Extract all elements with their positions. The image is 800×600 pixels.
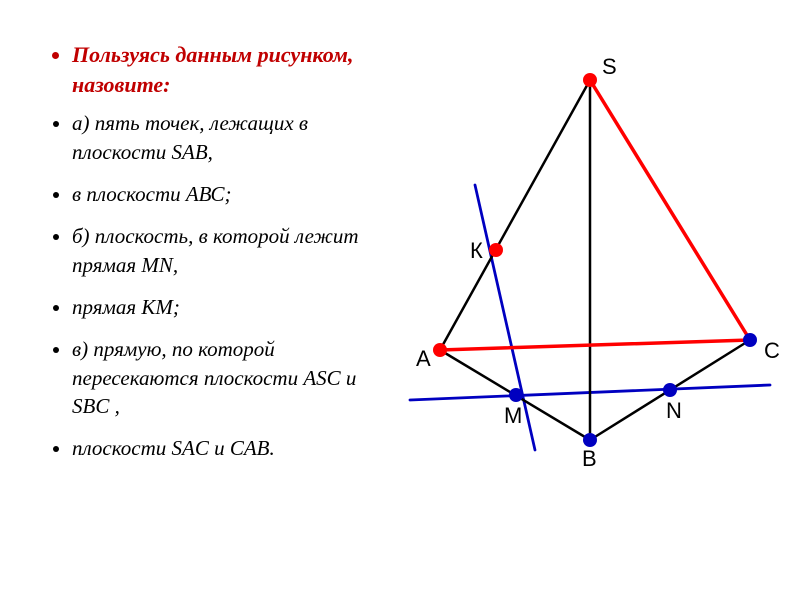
task-item-b2: прямая КМ; <box>72 293 370 321</box>
task-item-b1: б) плоскость, в которой лежит прямая MN, <box>72 222 370 279</box>
task-item-a2: в плоскости АВС; <box>72 180 370 208</box>
svg-text:A: A <box>416 346 431 371</box>
svg-text:К: К <box>470 238 483 263</box>
svg-text:M: M <box>504 403 522 428</box>
task-item-a1: а) пять точек, лежащих в плоскости SAB, <box>72 109 370 166</box>
svg-text:S: S <box>602 54 617 79</box>
task-item-c1: в) прямую, по которой пересекаются плоск… <box>72 335 370 420</box>
svg-text:B: B <box>582 446 597 471</box>
svg-text:N: N <box>666 398 682 423</box>
svg-text:C: C <box>764 338 780 363</box>
task-item-c2: плоскости SAC и CAB. <box>72 434 370 462</box>
geometry-figure: S A B C К M N <box>380 40 780 480</box>
task-title: Пользуясь данным рисунком, назовите: <box>72 40 370 99</box>
task-text: Пользуясь данным рисунком, назовите: а) … <box>0 0 380 600</box>
diagram: S A B C К M N <box>380 0 800 600</box>
